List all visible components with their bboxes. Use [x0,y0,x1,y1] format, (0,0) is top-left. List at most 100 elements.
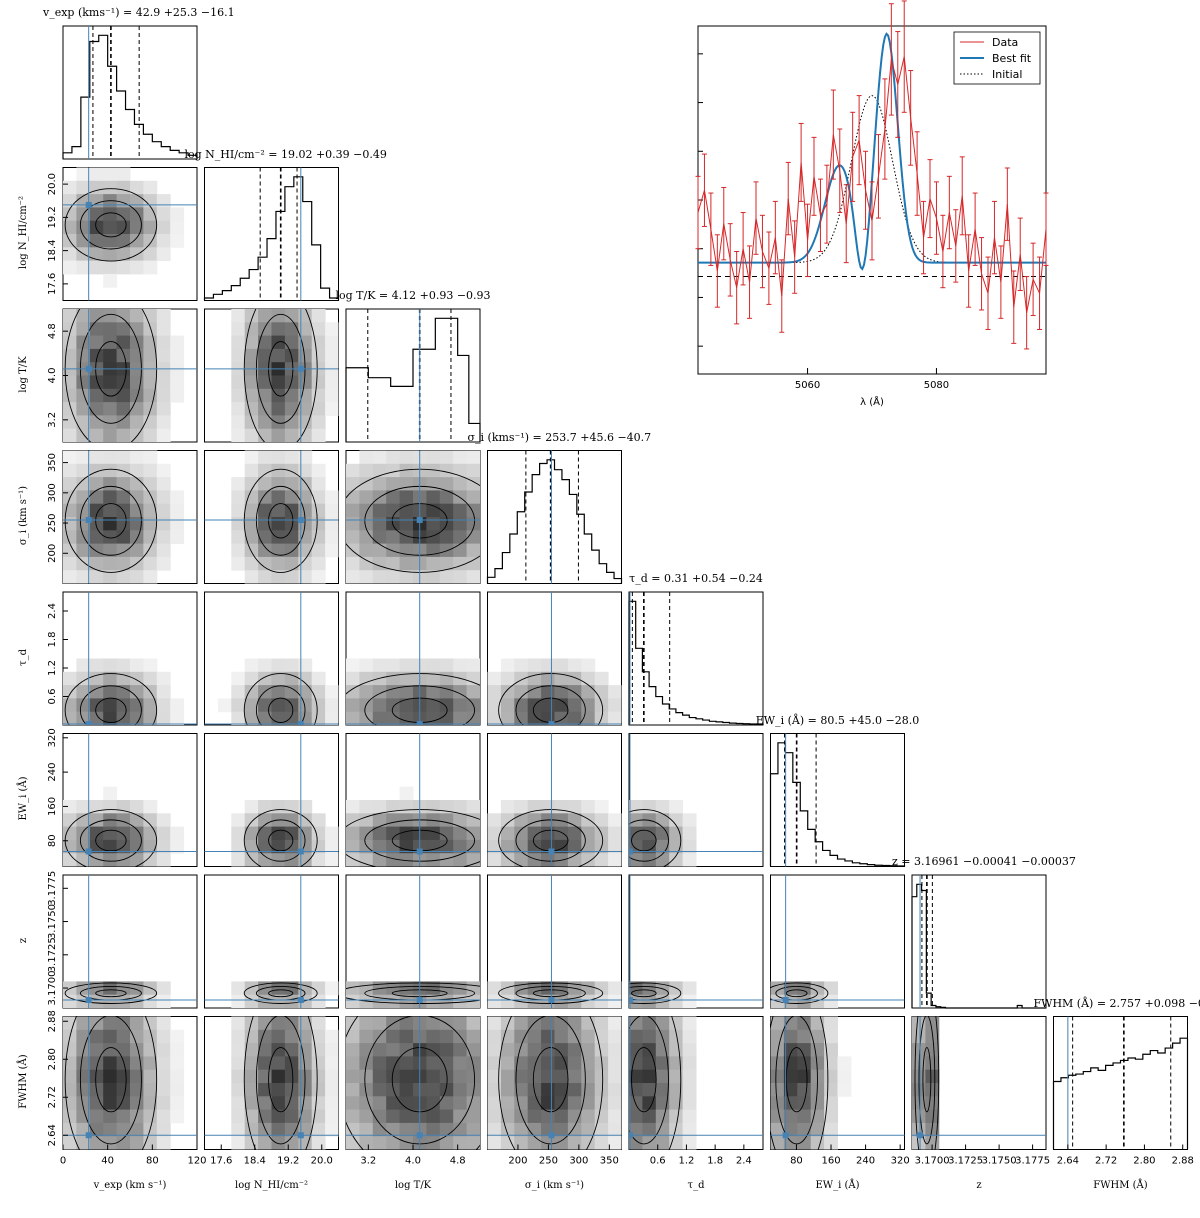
density-cell [325,504,339,518]
density-cell [608,1136,622,1150]
density-cell [373,1083,387,1097]
density-cell [117,1056,131,1070]
x-tick-label-z: 3.1700 [915,1156,950,1167]
density-cell [117,389,131,403]
density-cell [90,1110,104,1124]
density-cell [824,1030,838,1044]
density-cell [103,1070,117,1084]
density-cell [312,698,326,712]
truth-marker [86,848,92,854]
density-cell [103,557,117,571]
density-cell [373,1070,387,1084]
truth-marker [783,997,789,1003]
density-cell [245,672,259,686]
density-cell [272,451,286,465]
density-cell [130,530,144,544]
density-cell [90,557,104,571]
density-cell [386,672,400,686]
density-cell [170,490,184,504]
y-tick-label-logNHI: 17.6 [47,273,58,295]
density-cell [63,1043,77,1057]
density-cell [912,1043,926,1057]
density-cell [103,402,117,416]
density-cell [157,322,171,336]
x-tick-label-EW: 320 [891,1156,910,1167]
density-cell [103,207,117,221]
density-cell [581,1043,595,1057]
density-cell [245,570,259,584]
density-cell [426,477,440,491]
y-axis-label-EW: EW_i (Å) [18,732,29,865]
density-cell [285,451,299,465]
density-cell [683,1043,697,1057]
density-cell [541,853,555,867]
density-cell [90,712,104,726]
density-cell [117,349,131,363]
density-cell [130,309,144,323]
density-cell [541,1083,555,1097]
x-axis-label-tau: τ_d [629,1180,763,1191]
density-cell [312,464,326,478]
density-cell [245,1123,259,1137]
density-cell [608,995,622,1009]
density-cell [811,1136,825,1150]
density-cell [426,698,440,712]
density-cell [541,685,555,699]
density-cell [386,1096,400,1110]
density-cell [912,1110,926,1124]
density-cell [312,1043,326,1057]
density-cell [258,570,272,584]
density-cell [231,712,245,726]
density-cell [811,1056,825,1070]
density-cell [595,1017,609,1031]
y-tick-label-sigma: 300 [47,483,58,502]
density-cell [373,544,387,558]
density-cell [608,1043,622,1057]
density-cell [501,827,515,841]
density-cell [130,1136,144,1150]
y-tick-label-FWHM: 2.80 [47,1048,58,1070]
density-cell [103,376,117,390]
x-tick-label-logNHI: 17.6 [210,1156,232,1167]
density-cell [103,349,117,363]
y-tick-label-logT: 4.8 [47,323,58,339]
y-tick-label-z: 3.1775 [47,871,58,906]
density-cell [501,813,515,827]
density-cell [170,504,184,518]
density-cell [629,1110,643,1124]
density-cell [373,1123,387,1137]
density-layer [488,983,623,1176]
density-cell [285,464,299,478]
density-cell [231,415,245,429]
y-tick-label-logNHI: 19.2 [47,206,58,228]
density-cell [608,1030,622,1044]
density-cell [595,1083,609,1097]
contour-panel-logT-tau [337,592,502,747]
density-cell [501,800,515,814]
density-cell [386,698,400,712]
density-cell [312,853,326,867]
density-cell [157,194,171,208]
density-cell [245,544,259,558]
density-cell [925,1096,939,1110]
density-cell [683,1083,697,1097]
density-cell [90,517,104,531]
density-cell [541,659,555,673]
density-cell [90,1030,104,1044]
density-cell [157,1136,171,1150]
density-cell [453,570,467,584]
density-cell [63,261,77,275]
truth-marker [86,202,92,208]
density-cell [157,1096,171,1110]
density-cell [143,1070,157,1084]
density-cell [90,490,104,504]
density-cell [386,1123,400,1137]
density-cell [143,464,157,478]
density-cell [103,309,117,323]
density-cell [528,1110,542,1124]
density-cell [346,698,360,712]
density-cell [595,800,609,814]
density-cell [143,570,157,584]
density-cell [258,309,272,323]
density-cell [285,1110,299,1124]
